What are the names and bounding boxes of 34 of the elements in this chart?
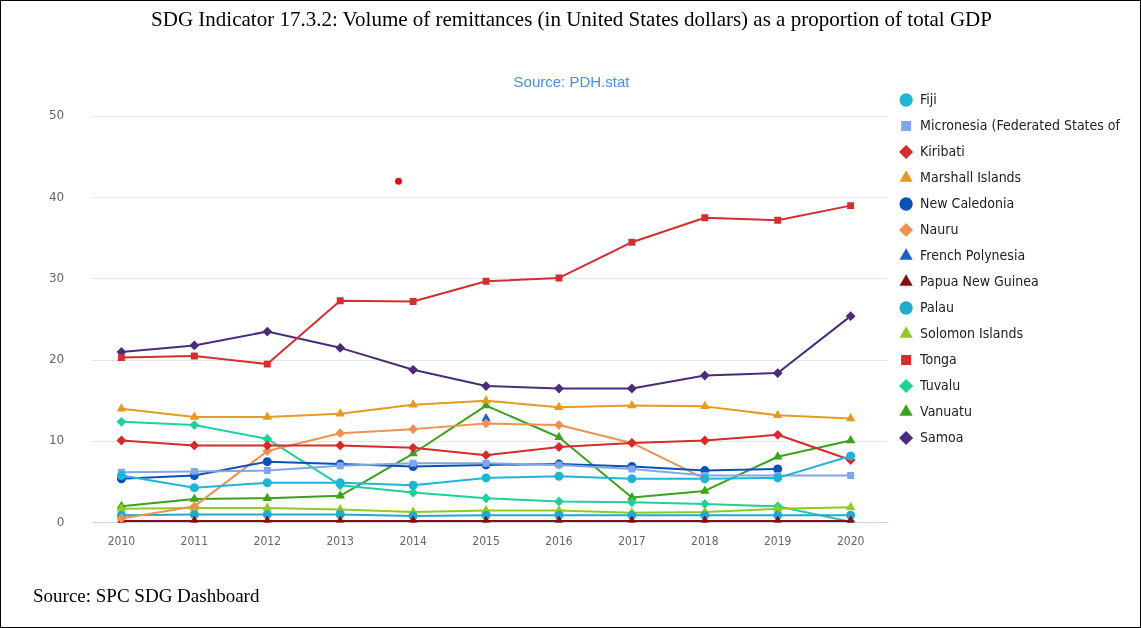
y-tick-label: 10 — [48, 433, 65, 448]
y-tick-label: 20 — [48, 352, 65, 367]
x-tick-label: 2013 — [326, 533, 354, 548]
legend-label: French Polynesia — [920, 246, 1026, 263]
legend-label: Samoa — [920, 428, 964, 445]
legend-label: Kiribati — [920, 142, 965, 159]
x-tick-label: 2011 — [180, 533, 209, 548]
chart-title: SDG Indicator 17.3.2: Volume of remittances (in United States dollars) as a proportion of total GDP — [150, 7, 993, 32]
legend-label: Vanuatu — [920, 402, 972, 419]
x-tick-label: 2012 — [253, 533, 282, 548]
x-tick-label: 2010 — [107, 533, 136, 548]
legend-label: Micronesia (Federated States of — [920, 116, 1121, 133]
legend-label: Nauru — [920, 220, 959, 237]
y-tick-label: 0 — [56, 514, 65, 529]
legend-label: Tuvalu — [919, 376, 961, 393]
x-tick-label: 2016 — [545, 533, 573, 548]
y-tick-label: 50 — [48, 108, 65, 123]
legend-label: Solomon Islands — [920, 324, 1024, 341]
x-tick-label: 2018 — [691, 533, 719, 548]
x-tick-label: 2019 — [763, 533, 792, 548]
source-note: Source: SPC SDG Dashboard — [33, 585, 260, 607]
x-tick-label: 2015 — [472, 533, 500, 548]
legend-label: Palau — [920, 298, 954, 315]
legend-label: Fiji — [920, 90, 937, 107]
chart-subtitle: Source: PDH.stat — [512, 73, 631, 90]
legend-label: Papua New Guinea — [920, 272, 1039, 289]
y-tick-label: 40 — [48, 189, 65, 204]
x-tick-label: 2014 — [399, 533, 427, 548]
y-tick-label: 30 — [48, 270, 65, 285]
x-tick-label: 2017 — [618, 533, 646, 548]
legend-label: New Caledonia — [920, 194, 1015, 211]
legend-label: Tonga — [919, 350, 957, 367]
legend-label: Marshall Islands — [920, 168, 1022, 185]
x-tick-label: 2020 — [836, 533, 865, 548]
